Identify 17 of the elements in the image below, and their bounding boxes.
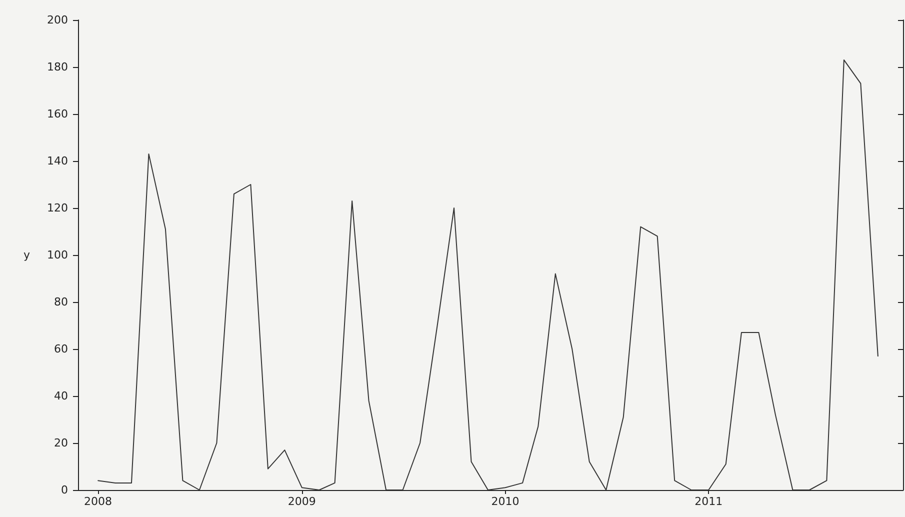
- x-tick-label: 2008: [84, 495, 112, 508]
- y-tick-label: 80: [54, 296, 68, 308]
- y-tick-label: 60: [54, 342, 68, 356]
- y-tick-label: 20: [54, 436, 68, 450]
- y-tick-label: 140: [47, 154, 68, 168]
- y-tick-label: 100: [47, 248, 68, 262]
- y-tick-label: 200: [47, 14, 68, 26]
- x-tick-label: 2011: [694, 495, 723, 508]
- line-series: [98, 59, 878, 490]
- x-tick-label: 2009: [288, 495, 316, 508]
- y-tick-label: 40: [54, 390, 68, 402]
- y-tick-label: 0: [61, 484, 68, 496]
- y-axis-title: y: [23, 248, 30, 262]
- y-tick-label: 180: [47, 60, 68, 74]
- y-tick-label: 160: [47, 108, 68, 120]
- x-tick-label: 2010: [491, 495, 520, 508]
- y-tick-label: 120: [47, 202, 68, 214]
